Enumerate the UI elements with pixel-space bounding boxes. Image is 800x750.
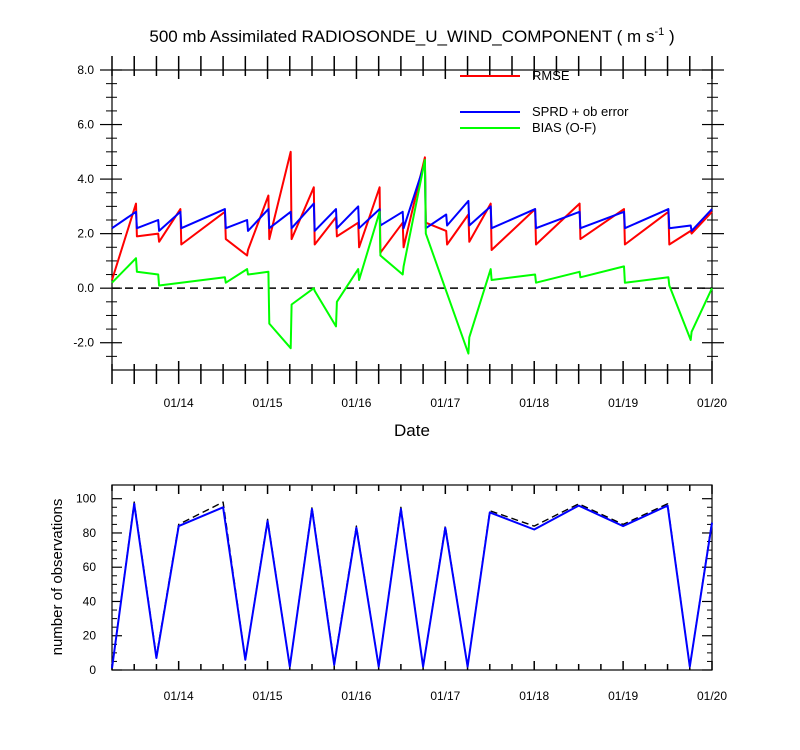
bottom-x-tick-label-01-19: 01/19 (608, 689, 638, 703)
top-y-tick-label-6-0: 6.0 (77, 118, 94, 132)
bottom-plot-frame (111, 484, 713, 671)
chart-title-end: ) (664, 27, 674, 46)
chart-title-sup: -1 (654, 26, 664, 38)
bottom-x-tick-label-01-15: 01/15 (253, 689, 283, 703)
top-x-tick-label-01-15: 01/15 (253, 396, 283, 410)
bottom-y-tick-label-80: 80 (83, 526, 97, 540)
top-series-rmse (111, 150, 713, 281)
bottom-x-tick-label-01-16: 01/16 (341, 689, 371, 703)
bottom-x-tick-label-01-17: 01/17 (430, 689, 460, 703)
top-x-tick-label-01-17: 01/17 (430, 396, 460, 410)
legend-label-bias: BIAS (O-F) (532, 120, 596, 135)
x-axis-label: Date (394, 421, 430, 440)
chart-title: 500 mb Assimilated RADIOSONDE_U_WIND_COM… (149, 26, 674, 46)
top-y-tick-label-2-0: -2.0 (73, 336, 94, 350)
bottom-y-tick-label-0: 0 (89, 663, 96, 677)
legend: RMSE SPRD + ob error BIAS (O-F) (460, 68, 629, 135)
bottom-y-tick-label-40: 40 (83, 594, 97, 608)
legend-label-rmse: RMSE (532, 68, 570, 83)
bottom-y-tick-label-60: 60 (83, 560, 97, 574)
top-x-tick-label-01-14: 01/14 (164, 396, 194, 410)
top-y-tick-label-4-0: 4.0 (77, 172, 94, 186)
bottom-x-tick-label-01-14: 01/14 (164, 689, 194, 703)
y-axis-label-observations: number of observations (49, 499, 66, 656)
chart-title-main: 500 mb Assimilated RADIOSONDE_U_WIND_COM… (149, 27, 654, 46)
bottom-y-tick-label-100: 100 (76, 492, 96, 506)
top-x-tick-label-01-16: 01/16 (341, 396, 371, 410)
top-x-tick-label-01-19: 01/19 (608, 396, 638, 410)
top-y-tick-label-0-0: 0.0 (77, 281, 94, 295)
top-series-bias-o-f (111, 159, 713, 355)
bottom-x-tick-label-01-18: 01/18 (519, 689, 549, 703)
top-x-tick-label-01-20: 01/20 (697, 396, 727, 410)
top-y-tick-label-8-0: 8.0 (77, 63, 94, 77)
bottom-y-tick-label-20: 20 (83, 629, 97, 643)
bottom-x-tick-label-01-20: 01/20 (697, 689, 727, 703)
top-x-tick-label-01-18: 01/18 (519, 396, 549, 410)
legend-label-sprd: SPRD + ob error (532, 104, 629, 119)
top-y-tick-label-2-0: 2.0 (77, 227, 94, 241)
bottom-series-used (111, 502, 713, 669)
